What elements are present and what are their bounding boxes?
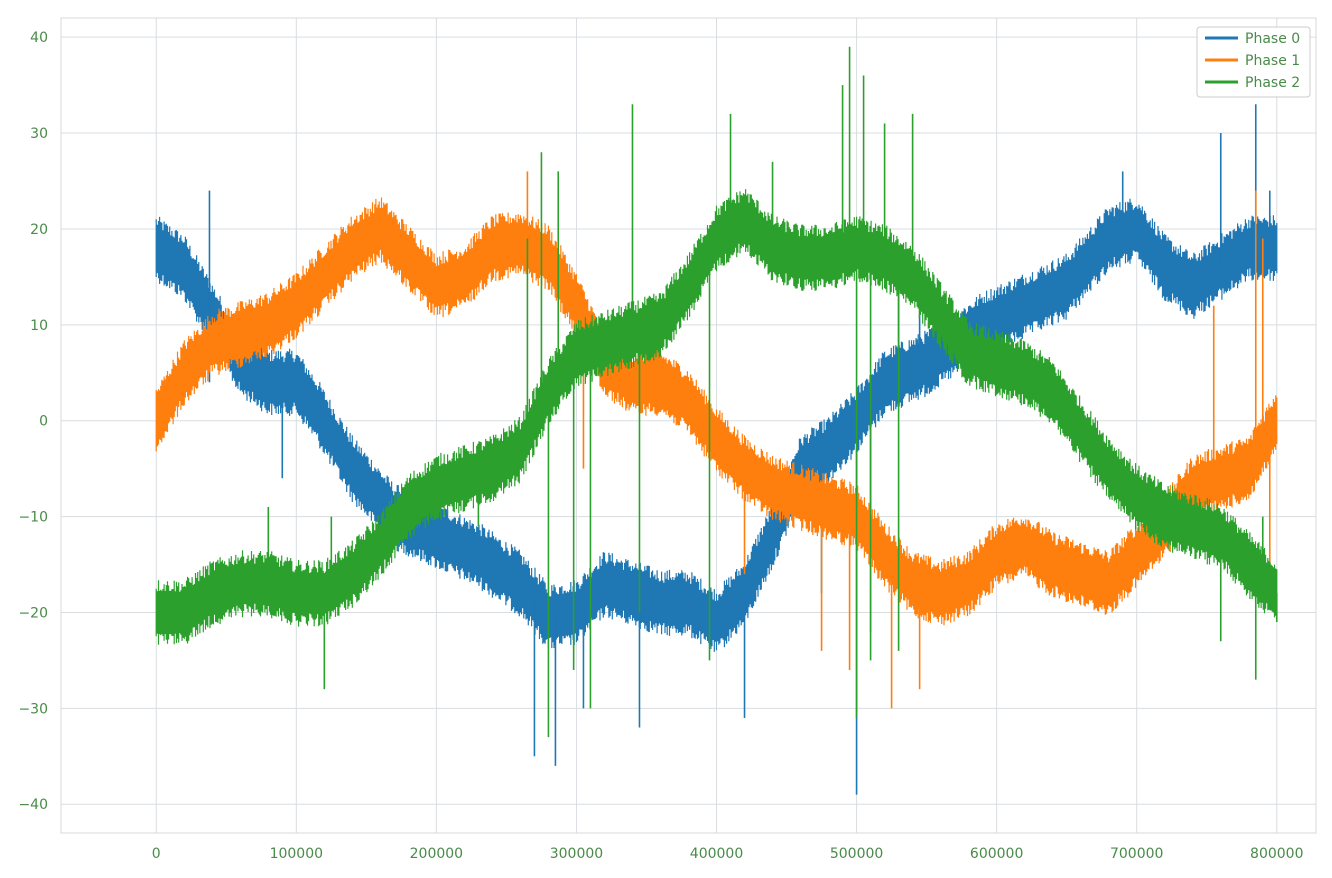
series-phase-2 (155, 46, 1278, 738)
x-tick-label: 400000 (690, 846, 743, 862)
y-tick-label: −30 (18, 701, 48, 717)
y-tick-label: −40 (18, 797, 48, 813)
x-tick-label: 700000 (1110, 846, 1163, 862)
x-tick-label: 600000 (970, 846, 1023, 862)
y-tick-label: −10 (18, 510, 48, 526)
y-tick-label: 0 (39, 414, 48, 430)
x-tick-label: 800000 (1250, 846, 1303, 862)
legend-label-phase-2: Phase 2 (1245, 75, 1300, 91)
y-tick-label: 30 (30, 126, 48, 142)
y-tick-label: 40 (30, 30, 48, 46)
y-tick-label: 20 (30, 222, 48, 238)
x-tick-label: 100000 (270, 846, 323, 862)
legend-box (1196, 26, 1311, 98)
series-band (155, 189, 1278, 645)
series-band (155, 197, 1278, 626)
x-tick-label: 300000 (550, 846, 603, 862)
x-tick-label: 500000 (830, 846, 883, 862)
x-tick-label: 200000 (410, 846, 463, 862)
y-tick-label: 10 (30, 318, 48, 334)
plot-frame (60, 17, 1317, 834)
x-tick-label: 0 (152, 846, 161, 862)
y-axis-ticks: −40 −30 −20 −10 0 10 20 30 40 (18, 30, 48, 813)
series-phase-1 (155, 171, 1278, 709)
x-axis-ticks: 0 100000 200000 300000 400000 500000 600000 700… (152, 846, 1304, 862)
y-tick-label: −20 (18, 605, 48, 621)
legend: Phase 0 Phase 1 Phase 2 (1196, 26, 1311, 98)
legend-label-phase-1: Phase 1 (1245, 53, 1300, 69)
legend-label-phase-0: Phase 0 (1245, 31, 1300, 47)
series-layer (155, 46, 1278, 795)
